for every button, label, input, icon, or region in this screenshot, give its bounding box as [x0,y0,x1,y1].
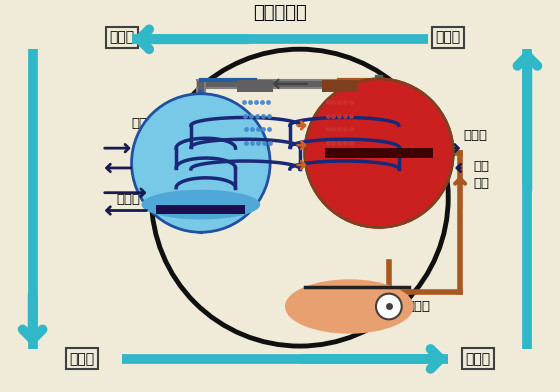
Text: 冷却水: 冷却水 [463,129,487,142]
Bar [321,80,357,92]
Bar [237,80,273,92]
Circle shape [151,49,448,346]
Text: 吸收器: 吸收器 [465,352,491,366]
Bar [300,153,458,232]
Ellipse shape [285,279,414,334]
Circle shape [376,294,402,319]
Circle shape [305,79,453,227]
Text: 溶液泵: 溶液泵 [407,300,431,313]
Text: 驱动
热源: 驱动 热源 [473,160,489,190]
Text: 蒸发器: 蒸发器 [69,352,95,366]
Text: 冷媒水: 冷媒水 [116,193,141,206]
Ellipse shape [142,190,260,220]
Text: 制冷剂蒸汽: 制冷剂蒸汽 [253,4,307,22]
Bar [325,148,433,158]
Text: 冷却水: 冷却水 [132,117,156,130]
Circle shape [132,94,270,232]
Text: 冷凝器: 冷凝器 [109,30,134,44]
Text: 发生器: 发生器 [436,30,461,44]
Circle shape [305,79,453,227]
Bar [156,205,245,214]
